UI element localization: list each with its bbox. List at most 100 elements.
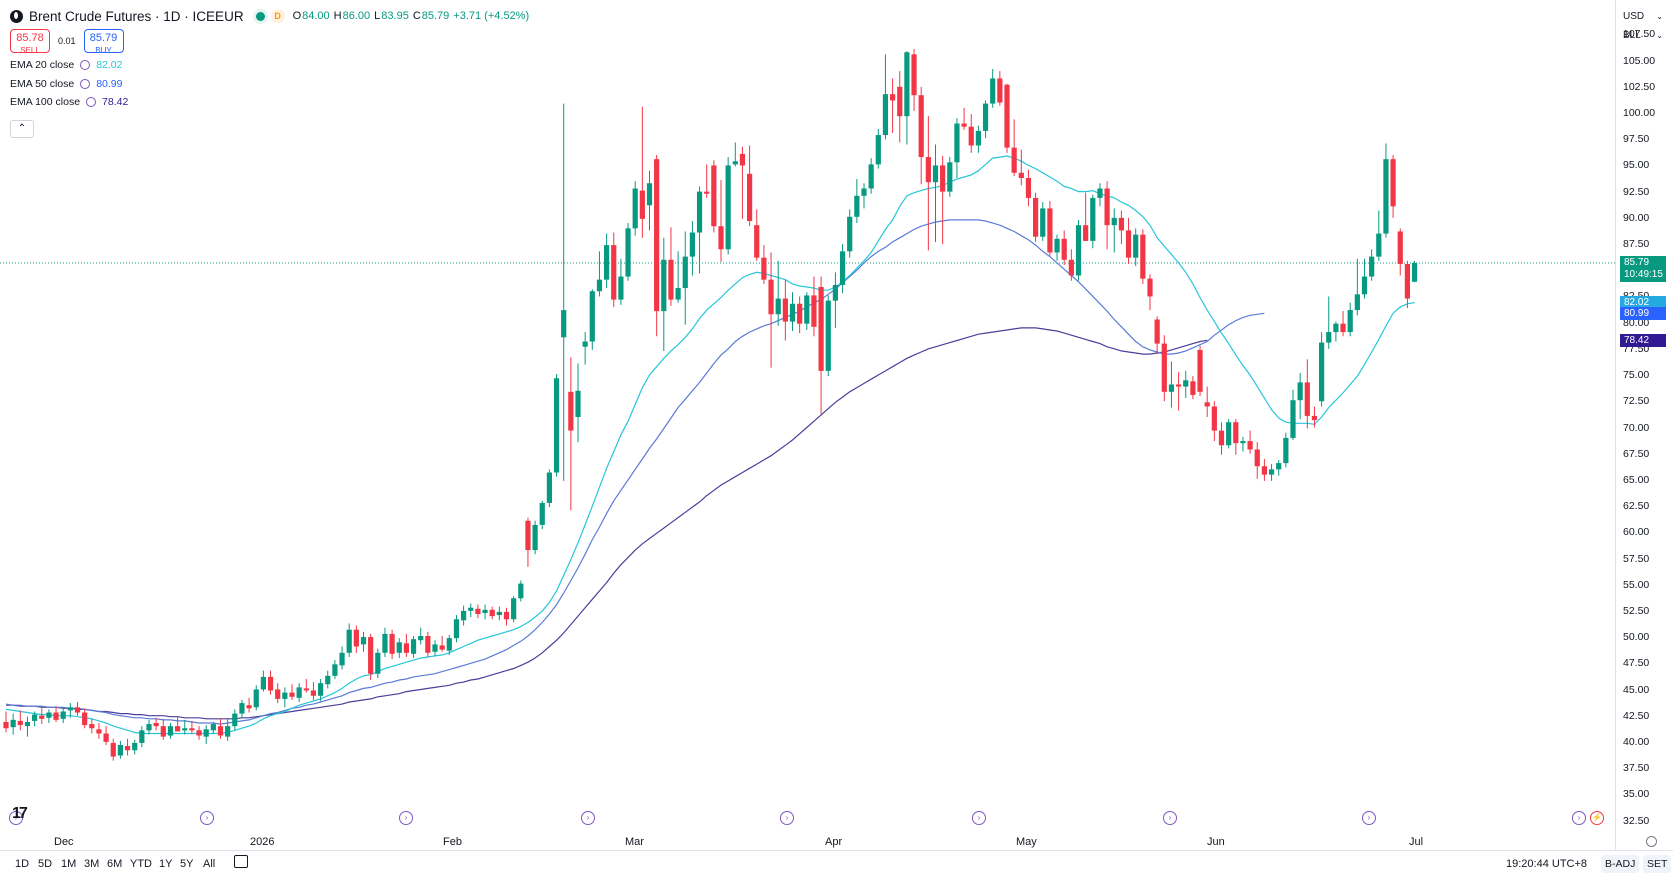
candle-body	[139, 730, 145, 743]
candle	[997, 71, 1003, 106]
candle	[310, 682, 317, 700]
indicator-settings-icon[interactable]	[86, 97, 97, 107]
range-all-button[interactable]: All	[203, 858, 216, 870]
price-axis-label: 50.00	[1623, 631, 1650, 644]
candle	[246, 697, 252, 713]
candle	[175, 716, 181, 732]
candle-body	[446, 638, 452, 651]
range-1y-button[interactable]: 1Y	[159, 858, 173, 870]
buy-button[interactable]: 85.79 BUY	[83, 29, 124, 55]
candle	[1040, 202, 1046, 241]
candle-body	[797, 303, 803, 324]
indicator-ema50[interactable]: EMA 50 close 80.99	[10, 76, 122, 92]
candle-body	[496, 611, 502, 616]
gear-icon[interactable]	[1646, 836, 1657, 847]
range-5d-button[interactable]: 5D	[38, 858, 53, 870]
candle	[296, 683, 302, 703]
candle	[739, 146, 746, 219]
close-value: 85.79	[421, 10, 450, 22]
candle-body	[1125, 230, 1132, 258]
symbol-legend[interactable]: Brent Crude Futures · 1D · ICEEUR D O 84.…	[10, 6, 533, 26]
candle-body	[382, 633, 388, 653]
event-marker-icon[interactable]: ›	[581, 811, 595, 825]
candle-body	[1376, 233, 1382, 257]
range-6m-button[interactable]: 6M	[107, 858, 123, 870]
candle-body	[1333, 323, 1339, 333]
candle-body	[947, 162, 953, 192]
event-marker-icon[interactable]: ›	[399, 811, 413, 825]
candle-body	[1111, 217, 1117, 226]
price-axis-label: 92.50	[1623, 185, 1650, 198]
candle-body	[182, 728, 188, 731]
candle	[32, 711, 38, 727]
candle	[1054, 234, 1060, 261]
candle-body	[453, 619, 460, 639]
indicator-ema100[interactable]: EMA 100 close 78.42	[10, 94, 128, 110]
time-label-2026: 2026	[250, 836, 275, 848]
set-button[interactable]: SET	[1643, 855, 1672, 873]
candle-body	[1218, 430, 1225, 446]
symbol-title[interactable]: Brent Crude Futures · 1D · ICEEUR	[29, 8, 244, 24]
countdown-value: 10:49:15	[1624, 269, 1663, 280]
range-1d-button[interactable]: 1D	[15, 858, 30, 870]
event-marker-icon[interactable]: ›	[1572, 811, 1586, 825]
delayed-data-badge[interactable]: D	[270, 9, 285, 23]
indicator-settings-icon[interactable]	[80, 79, 91, 89]
candle-body	[1311, 415, 1318, 421]
event-marker-icon[interactable]: ›	[1362, 811, 1376, 825]
event-marker-icon[interactable]: ›	[200, 811, 214, 825]
candle	[17, 710, 23, 731]
event-marker-icon[interactable]: ›	[1163, 811, 1177, 825]
candle-body	[1254, 449, 1260, 467]
candle-body	[1211, 406, 1217, 431]
b-adj-button[interactable]: B-ADJ	[1601, 855, 1640, 873]
ema20-price-tag: 82.02	[1620, 296, 1666, 310]
candle	[368, 633, 374, 681]
candle	[146, 719, 152, 735]
indicator-ema20[interactable]: EMA 20 close 82.02	[10, 57, 122, 73]
close-label: C	[412, 10, 421, 22]
candle-body	[968, 126, 974, 146]
candle-body	[217, 726, 224, 736]
candle-body	[267, 676, 274, 691]
candle-body	[24, 721, 31, 727]
candle	[1333, 321, 1339, 342]
unit-select[interactable]: BLL ⌄	[1617, 27, 1667, 45]
candle-body	[346, 629, 352, 653]
currency-select[interactable]: USD ⌄	[1617, 8, 1667, 26]
candle	[39, 708, 45, 725]
candle-body	[890, 94, 896, 101]
candle	[811, 276, 817, 337]
candle-body	[825, 300, 831, 371]
candle	[718, 180, 724, 262]
candle	[1168, 361, 1175, 408]
range-ytd-button[interactable]: YTD	[130, 858, 152, 870]
collapse-legend-button[interactable]: ⌃	[10, 120, 34, 138]
indicator-settings-icon[interactable]	[80, 60, 91, 70]
range-1m-button[interactable]: 1M	[61, 858, 77, 870]
candle	[1190, 376, 1196, 400]
candle-body	[761, 257, 767, 280]
candle	[403, 633, 409, 657]
candle-body	[932, 165, 939, 183]
candle-body	[1319, 342, 1325, 402]
candle	[847, 209, 853, 258]
candle-body	[532, 524, 538, 551]
range-3m-button[interactable]: 3M	[84, 858, 100, 870]
candle-body	[604, 245, 610, 280]
candle-body	[1011, 147, 1017, 173]
price-axis-label: 55.00	[1623, 578, 1650, 591]
candle	[854, 179, 860, 224]
sell-button[interactable]: 85.78 SELL	[10, 29, 50, 55]
clock-timezone[interactable]: 19:20:44 UTC+8	[1506, 858, 1588, 870]
event-marker-icon[interactable]: ›	[9, 811, 23, 825]
calendar-icon[interactable]	[234, 855, 248, 868]
event-marker-icon[interactable]: ›	[780, 811, 794, 825]
price-axis-label: 42.50	[1623, 709, 1650, 722]
candle	[1347, 302, 1353, 337]
range-5y-button[interactable]: 5Y	[180, 858, 194, 870]
earnings-marker-icon[interactable]: ⚡	[1590, 811, 1604, 825]
event-marker-icon[interactable]: ›	[972, 811, 986, 825]
currency-value: USD	[1623, 11, 1645, 22]
